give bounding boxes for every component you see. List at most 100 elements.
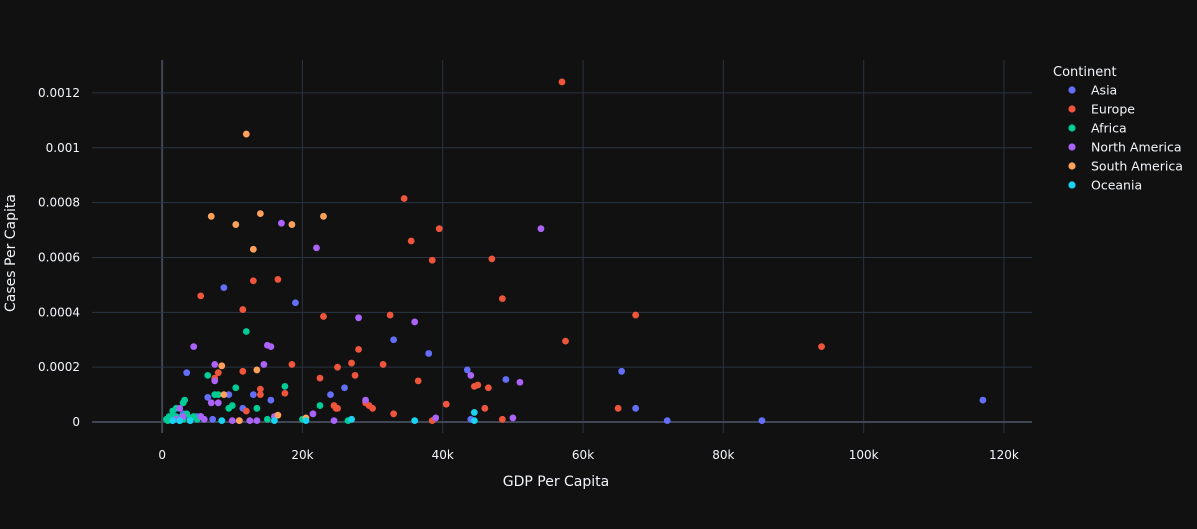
data-point-oceania[interactable] [302, 417, 310, 425]
data-point-asia[interactable] [502, 376, 510, 383]
data-point-europe[interactable] [239, 367, 247, 375]
data-point-europe[interactable] [400, 195, 408, 202]
data-point-africa[interactable] [281, 382, 289, 390]
legend-label-africa[interactable]: Africa [1091, 121, 1127, 136]
data-point-south-america[interactable] [256, 210, 264, 217]
data-point-europe[interactable] [242, 407, 250, 415]
data-point-oceania[interactable] [218, 417, 226, 425]
legend-label-asia[interactable]: Asia [1091, 83, 1117, 98]
data-point-oceania[interactable] [270, 417, 278, 425]
data-point-europe[interactable] [435, 225, 443, 233]
data-point-europe[interactable] [281, 389, 289, 397]
data-point-europe[interactable] [481, 404, 489, 412]
data-point-north-america[interactable] [214, 399, 222, 407]
data-point-south-america[interactable] [235, 417, 243, 425]
data-point-europe[interactable] [818, 343, 825, 351]
data-point-africa[interactable] [204, 372, 212, 379]
data-point-europe[interactable] [498, 295, 506, 303]
data-point-south-america[interactable] [253, 366, 261, 374]
data-point-africa[interactable] [169, 407, 177, 415]
data-point-north-america[interactable] [330, 417, 338, 425]
data-point-south-america[interactable] [207, 212, 215, 220]
data-point-north-america[interactable] [197, 413, 205, 420]
data-point-asia[interactable] [979, 396, 987, 404]
data-point-oceania[interactable] [176, 417, 184, 425]
data-point-europe[interactable] [351, 372, 359, 379]
data-point-south-america[interactable] [220, 391, 228, 399]
data-point-north-america[interactable] [411, 318, 419, 326]
data-point-europe[interactable] [249, 277, 257, 285]
data-point-europe[interactable] [558, 78, 566, 86]
data-point-africa[interactable] [263, 415, 271, 423]
data-point-africa[interactable] [242, 328, 250, 335]
data-point-north-america[interactable] [190, 343, 198, 351]
data-point-asia[interactable] [618, 367, 626, 375]
data-point-north-america[interactable] [246, 417, 254, 425]
legend-marker-africa[interactable] [1068, 124, 1076, 132]
data-point-asia[interactable] [204, 393, 212, 401]
data-point-africa[interactable] [225, 404, 233, 412]
data-point-europe[interactable] [470, 382, 478, 390]
data-point-europe[interactable] [562, 337, 569, 345]
data-point-asia[interactable] [758, 417, 766, 425]
data-point-europe[interactable] [428, 256, 436, 264]
data-point-south-america[interactable] [288, 221, 296, 228]
data-point-europe[interactable] [316, 374, 324, 382]
legend-marker-north-america[interactable] [1068, 143, 1076, 151]
data-point-europe[interactable] [498, 415, 506, 423]
data-point-north-america[interactable] [309, 410, 317, 418]
data-point-europe[interactable] [390, 410, 398, 418]
data-point-europe[interactable] [274, 276, 282, 283]
data-point-south-america[interactable] [274, 411, 282, 419]
data-point-africa[interactable] [181, 396, 188, 404]
data-point-oceania[interactable] [470, 417, 478, 425]
data-point-north-america[interactable] [260, 361, 268, 368]
data-point-asia[interactable] [183, 369, 191, 377]
data-point-europe[interactable] [632, 311, 640, 319]
data-point-asia[interactable] [463, 366, 471, 374]
data-point-europe[interactable] [348, 359, 355, 367]
legend-label-europe[interactable]: Europe [1091, 102, 1135, 117]
data-point-north-america[interactable] [228, 417, 236, 425]
data-point-north-america[interactable] [263, 341, 271, 349]
data-point-oceania[interactable] [186, 417, 194, 425]
data-point-europe[interactable] [379, 361, 387, 368]
legend-label-south-america[interactable]: South America [1091, 159, 1183, 174]
data-point-europe[interactable] [334, 363, 341, 371]
data-point-africa[interactable] [211, 391, 219, 399]
data-point-africa[interactable] [162, 415, 170, 423]
data-point-asia[interactable] [209, 415, 217, 423]
data-point-europe[interactable] [614, 404, 622, 412]
data-point-north-america[interactable] [355, 314, 362, 322]
data-point-north-america[interactable] [509, 414, 517, 422]
data-point-europe[interactable] [197, 292, 205, 300]
data-point-asia[interactable] [341, 384, 348, 392]
data-point-north-america[interactable] [313, 244, 320, 252]
legend-marker-europe[interactable] [1068, 105, 1076, 113]
legend-marker-south-america[interactable] [1068, 162, 1076, 170]
data-point-asia[interactable] [249, 391, 257, 399]
data-point-south-america[interactable] [232, 221, 240, 228]
data-point-europe[interactable] [214, 369, 222, 377]
legend-marker-asia[interactable] [1068, 86, 1076, 94]
data-point-europe[interactable] [442, 400, 450, 408]
data-point-south-america[interactable] [242, 130, 250, 138]
data-point-europe[interactable] [355, 345, 362, 353]
data-point-south-america[interactable] [320, 212, 327, 220]
data-point-asia[interactable] [663, 417, 671, 425]
data-point-asia[interactable] [267, 396, 275, 404]
data-point-asia[interactable] [220, 284, 228, 292]
data-point-asia[interactable] [292, 299, 299, 307]
data-point-north-america[interactable] [253, 417, 261, 425]
data-point-north-america[interactable] [362, 396, 369, 404]
data-point-asia[interactable] [425, 350, 433, 357]
data-point-europe[interactable] [239, 306, 247, 313]
data-point-europe[interactable] [256, 385, 264, 393]
data-point-oceania[interactable] [169, 417, 177, 425]
data-point-north-america[interactable] [467, 372, 475, 379]
data-point-europe[interactable] [256, 391, 264, 399]
data-point-europe[interactable] [414, 377, 422, 385]
data-point-africa[interactable] [232, 384, 240, 392]
data-point-south-america[interactable] [249, 245, 257, 253]
data-point-north-america[interactable] [537, 225, 545, 233]
